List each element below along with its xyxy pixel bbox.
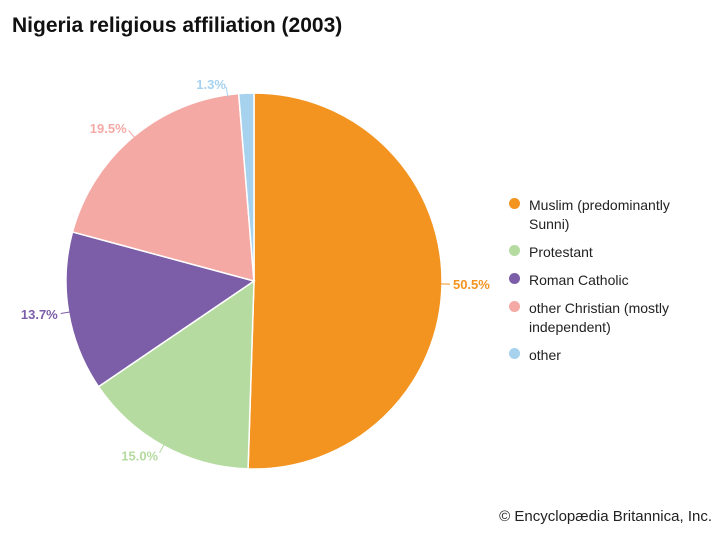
legend-label: Muslim (predominantly Sunni) xyxy=(529,197,670,232)
data-label: 19.5% xyxy=(90,121,127,136)
leader-line xyxy=(128,130,136,139)
legend-swatch xyxy=(509,245,520,256)
credit: © Encyclopædia Britannica, Inc. xyxy=(499,508,712,525)
pie-slice xyxy=(237,92,255,282)
legend-item: other xyxy=(509,346,714,365)
chart-title: Nigeria religious affiliation (2003) xyxy=(12,14,343,37)
legend-label: Protestant xyxy=(529,244,593,260)
leader-line xyxy=(60,311,71,314)
legend-swatch xyxy=(509,301,520,312)
legend-item: Muslim (predominantly Sunni) xyxy=(509,196,714,234)
legend-swatch xyxy=(509,348,520,359)
data-label: 1.3% xyxy=(196,77,226,92)
legend-label: other Christian (mostly independent) xyxy=(529,300,670,335)
legend: Muslim (predominantly Sunni) Protestant Ro… xyxy=(509,196,714,374)
data-label: 50.5% xyxy=(453,277,490,292)
legend-item: other Christian (mostly independent) xyxy=(509,299,714,337)
legend-swatch xyxy=(509,198,520,209)
pie-slice xyxy=(247,92,443,470)
legend-label: other xyxy=(529,347,561,363)
legend-item: Roman Catholic xyxy=(509,271,714,290)
data-label: 13.7% xyxy=(21,307,58,322)
data-label: 15.0% xyxy=(121,448,158,463)
legend-label: Roman Catholic xyxy=(529,272,629,288)
leader-line xyxy=(159,443,165,453)
legend-item: Protestant xyxy=(509,243,714,262)
legend-swatch xyxy=(509,273,520,284)
leader-line xyxy=(225,86,229,97)
